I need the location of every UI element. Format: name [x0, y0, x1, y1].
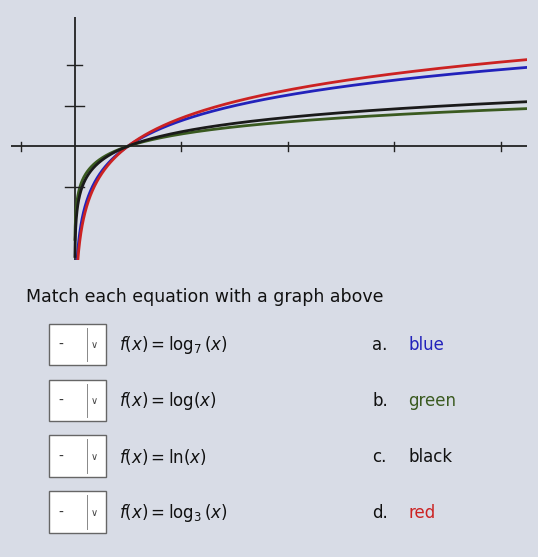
Text: ∨: ∨: [90, 340, 97, 350]
FancyBboxPatch shape: [49, 491, 107, 532]
Text: green: green: [408, 392, 456, 410]
Text: -: -: [58, 506, 63, 520]
Text: ∨: ∨: [90, 507, 97, 517]
FancyBboxPatch shape: [49, 324, 107, 365]
Text: -: -: [58, 449, 63, 464]
Text: b.: b.: [372, 392, 388, 410]
Text: ∨: ∨: [90, 396, 97, 406]
Text: $f(x) = \log_3(x)$: $f(x) = \log_3(x)$: [119, 502, 228, 524]
Text: c.: c.: [372, 448, 387, 466]
Text: a.: a.: [372, 336, 388, 354]
Text: $f(x) = \log_7(x)$: $f(x) = \log_7(x)$: [119, 334, 228, 356]
Text: -: -: [58, 338, 63, 352]
FancyBboxPatch shape: [49, 436, 107, 477]
Text: red: red: [408, 504, 436, 521]
Text: $f(x) = \log(x)$: $f(x) = \log(x)$: [119, 390, 217, 412]
Text: -: -: [58, 394, 63, 408]
Text: Match each equation with a graph above: Match each equation with a graph above: [26, 288, 384, 306]
Text: $f(x) = \ln(x)$: $f(x) = \ln(x)$: [119, 447, 207, 467]
Text: ∨: ∨: [90, 452, 97, 462]
Text: black: black: [408, 448, 452, 466]
Text: blue: blue: [408, 336, 444, 354]
Text: d.: d.: [372, 504, 388, 521]
FancyBboxPatch shape: [49, 380, 107, 421]
